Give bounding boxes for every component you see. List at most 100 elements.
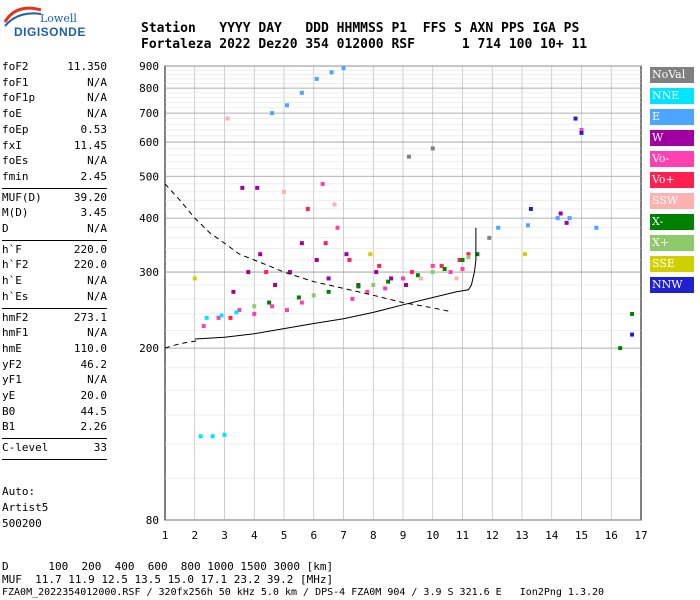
model-profile-curve	[194, 227, 477, 340]
echo-point	[329, 70, 334, 75]
param-value: 2.45	[80, 169, 108, 183]
echo-point	[356, 284, 361, 289]
param-row: h`E N/A	[2, 274, 107, 288]
x-tick-label: 16	[605, 529, 618, 542]
echo-point	[282, 189, 286, 194]
param-name: B1	[2, 420, 16, 434]
echo-point	[299, 300, 304, 305]
auto-label: Auto:	[2, 485, 36, 498]
echo-point	[305, 206, 310, 211]
x-tick-label: 14	[545, 529, 559, 542]
echo-point	[228, 315, 233, 320]
param-row: yE 20.0	[2, 389, 107, 403]
echo-point	[231, 289, 236, 294]
legend-item: W	[650, 130, 694, 146]
param-value: N/A	[87, 107, 107, 121]
echo-point	[457, 257, 462, 262]
echo-point	[284, 308, 289, 313]
legend-item: NNW	[650, 277, 694, 293]
header-row2: Fortaleza 2022 Dez20 354 012000 RSF 1 71…	[141, 37, 588, 52]
param-row: yF1 N/A	[2, 373, 107, 387]
file-info: FZA0M_2022354012000.RSF / 320fx256h 50 k…	[2, 587, 605, 598]
param-name: M(D)	[2, 206, 29, 220]
x-tick-label: 3	[221, 529, 228, 542]
echo-point	[368, 252, 373, 257]
echo-point	[299, 90, 304, 95]
param-separator	[2, 307, 107, 309]
echo-point	[403, 283, 408, 288]
digisonde-logo-swoosh-icon	[3, 6, 42, 27]
echo-point	[496, 225, 501, 230]
echo-point	[466, 252, 471, 257]
x-tick-label: 11	[456, 529, 469, 542]
echo-point	[267, 300, 272, 305]
echo-point	[222, 432, 227, 437]
y-tick-label: 600	[139, 136, 159, 149]
echo-point	[219, 313, 224, 318]
echo-point	[630, 311, 635, 316]
param-row: C-level 33	[2, 441, 107, 455]
legend-item: X-	[650, 214, 694, 230]
echo-point	[332, 202, 337, 207]
param-separator	[2, 458, 107, 460]
echo-point	[296, 295, 301, 300]
param-row: hmE 110.0	[2, 342, 107, 356]
echo-point	[273, 283, 278, 288]
param-name: h`E	[2, 274, 22, 288]
param-value: 110.0	[73, 341, 107, 355]
echo-point	[347, 257, 352, 262]
y-tick-label: 200	[139, 342, 159, 355]
param-value: N/A	[87, 154, 107, 168]
x-tick-label: 2	[191, 529, 198, 542]
param-name: hmF2	[2, 310, 29, 324]
param-name: foEp	[2, 122, 29, 136]
param-name: D	[2, 222, 9, 235]
echo-point	[579, 130, 584, 135]
param-value: N/A	[87, 91, 107, 105]
echo-point	[314, 76, 319, 81]
echo-point	[270, 111, 275, 116]
param-row: foE N/A	[2, 107, 107, 121]
echo-point	[430, 146, 435, 151]
param-row: B1 2.26	[2, 420, 107, 434]
echo-point	[389, 276, 394, 281]
echo-point	[454, 276, 459, 281]
param-name: h`Es	[2, 289, 29, 303]
x-tick-label: 5	[281, 529, 288, 542]
param-name: yF2	[2, 357, 22, 371]
param-value: 39.20	[73, 190, 107, 204]
legend-item: NNE	[650, 88, 694, 104]
echo-point	[406, 154, 411, 159]
echo-point	[460, 257, 465, 262]
param-row: foF1p N/A	[2, 91, 107, 105]
echo-point	[204, 315, 209, 320]
echo-point	[442, 266, 447, 271]
echo-point	[567, 216, 572, 221]
echo-point	[525, 223, 530, 228]
param-value: 11.350	[67, 60, 107, 73]
x-tick-label: 17	[634, 529, 647, 542]
echo-point	[430, 270, 435, 275]
param-name: foF1	[2, 75, 29, 89]
param-value: N/A	[87, 75, 107, 89]
x-tick-label: 10	[426, 529, 439, 542]
param-separator	[2, 239, 107, 241]
x-tick-label: 8	[370, 529, 377, 542]
param-row: M(D) 3.45	[2, 206, 107, 220]
param-row: foF2 11.350	[2, 60, 107, 74]
echo-point	[192, 276, 197, 281]
param-name: foF2	[2, 60, 29, 73]
echo-point	[409, 270, 414, 275]
legend-item: Vo+	[650, 172, 694, 188]
param-value: 20.0	[80, 389, 108, 402]
echo-point	[284, 103, 289, 108]
param-row: yF2 46.2	[2, 358, 107, 372]
echo-point	[522, 252, 527, 257]
echo-point	[528, 206, 533, 211]
param-row: foEs N/A	[2, 154, 107, 168]
echo-point	[415, 273, 420, 278]
low-dashed-curve	[164, 340, 198, 349]
muf-row: MUF 11.7 11.9 12.5 13.5 15.0 17.1 23.2 3…	[2, 573, 334, 586]
echo-point	[320, 181, 325, 186]
echo-point	[618, 346, 623, 351]
